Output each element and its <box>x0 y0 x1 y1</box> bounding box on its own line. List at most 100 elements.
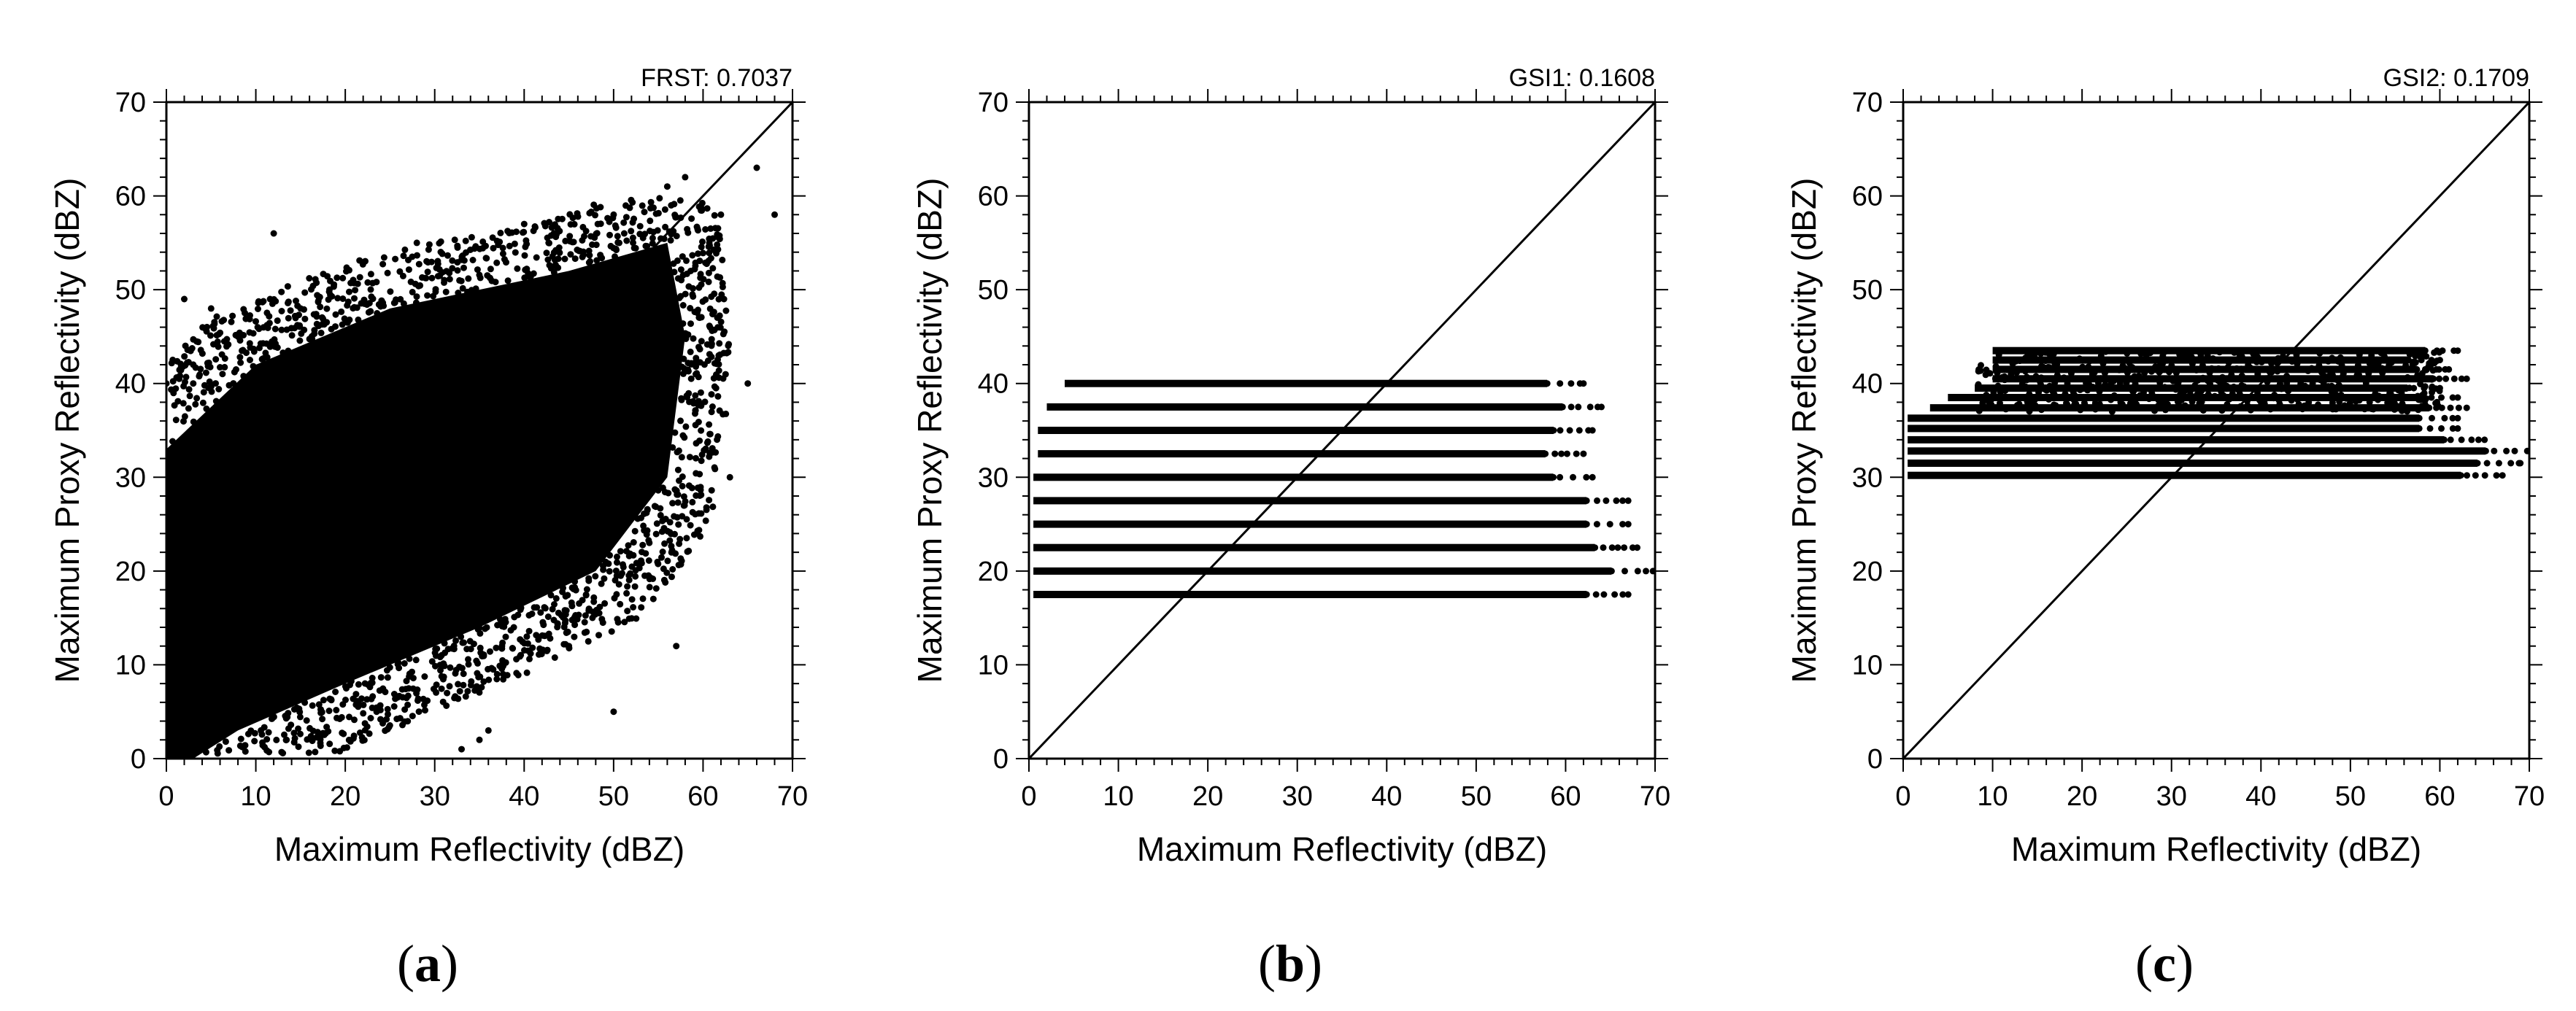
data-point <box>2026 390 2033 398</box>
data-point <box>364 279 371 286</box>
data-point <box>1589 473 1596 481</box>
data-point <box>2458 375 2465 382</box>
data-point <box>1619 521 1627 528</box>
data-point <box>530 228 537 234</box>
data-point <box>2507 460 2515 467</box>
data-point <box>617 572 625 579</box>
data-point <box>521 252 528 259</box>
data-point <box>1598 403 1605 411</box>
panel-a: 0 10 20 30 40 50 60 70 0 10 20 30 40 50 60 70 FRST: 0.70… <box>48 64 808 993</box>
data-point <box>215 386 223 392</box>
data-point <box>1592 544 1599 551</box>
data-point <box>2124 369 2131 376</box>
data-point <box>424 292 431 299</box>
data-point <box>2126 400 2134 407</box>
data-point <box>2032 402 2039 409</box>
data-point <box>288 332 296 339</box>
data-point <box>244 730 252 737</box>
data-point <box>1994 382 2002 390</box>
data-point <box>199 324 207 331</box>
data-point <box>1559 403 1566 411</box>
data-point <box>2179 395 2186 402</box>
data-point <box>2299 406 2306 413</box>
data-point <box>2366 348 2373 355</box>
data-point <box>2174 398 2181 406</box>
data-point <box>545 239 552 247</box>
data-point <box>2429 383 2436 390</box>
data-point <box>2060 374 2067 381</box>
data-point <box>399 694 406 701</box>
data-point <box>695 344 702 351</box>
data-point <box>601 575 608 582</box>
data-point <box>601 600 609 607</box>
data-point <box>2049 388 2056 395</box>
data-point <box>595 632 602 639</box>
data-point <box>574 210 581 217</box>
data-point <box>169 438 176 445</box>
data-point <box>2208 365 2216 372</box>
data-point <box>1563 450 1570 457</box>
data-point <box>250 363 257 370</box>
data-point <box>303 717 310 724</box>
data-point <box>2379 369 2386 376</box>
data-point <box>2517 460 2524 467</box>
plot-title: GSI1: 0.1608 <box>1509 64 1655 92</box>
plot-frame <box>1027 101 1657 760</box>
data-point <box>689 252 696 259</box>
data-point <box>581 629 588 636</box>
data-point <box>1613 497 1620 504</box>
data-point <box>647 217 654 225</box>
y-axis-label: Maximum Proxy Reflectivity (dBZ) <box>911 178 949 683</box>
y-tick-label: 30 <box>1852 462 1883 493</box>
data-point <box>632 573 639 580</box>
data-point <box>543 249 550 257</box>
data-point <box>717 324 724 331</box>
data-point <box>2316 349 2324 357</box>
data-point <box>2294 396 2301 403</box>
data-point <box>2428 394 2435 401</box>
level-band <box>1033 543 1595 551</box>
x-tick-label: 0 <box>158 781 174 812</box>
data-point <box>2447 404 2454 411</box>
data-point <box>1608 544 1616 551</box>
data-point <box>606 231 613 239</box>
data-point <box>2352 398 2359 405</box>
data-point <box>305 749 312 756</box>
data-point <box>697 389 704 396</box>
data-point <box>250 348 258 355</box>
data-point <box>474 670 481 677</box>
data-point <box>1979 400 1986 407</box>
data-point <box>2253 358 2260 365</box>
data-point <box>473 683 480 690</box>
data-point <box>669 444 676 451</box>
data-point <box>517 604 525 611</box>
data-point <box>2475 436 2482 443</box>
data-point <box>674 466 682 473</box>
data-point <box>2264 379 2271 386</box>
data-point <box>708 293 715 301</box>
data-point <box>691 266 698 273</box>
data-point <box>649 576 657 582</box>
data-point <box>2067 370 2075 377</box>
data-point <box>202 369 209 376</box>
data-point <box>585 638 592 645</box>
data-point <box>620 563 627 570</box>
data-point <box>2283 373 2291 380</box>
data-point <box>693 454 699 462</box>
y-tick-label: 50 <box>978 275 1009 306</box>
data-point <box>2454 347 2461 355</box>
data-point <box>2309 395 2316 402</box>
data-point <box>269 338 276 345</box>
data-point <box>404 701 412 708</box>
data-point <box>334 295 342 302</box>
y-tick-label: 10 <box>115 650 146 681</box>
data-point <box>236 354 244 361</box>
data-point <box>214 338 221 345</box>
data-point <box>2077 406 2084 414</box>
data-point <box>2309 380 2316 387</box>
data-point <box>551 221 558 228</box>
data-point <box>717 274 724 281</box>
data-point <box>688 484 695 492</box>
data-point <box>327 291 334 298</box>
data-point <box>2275 397 2283 404</box>
